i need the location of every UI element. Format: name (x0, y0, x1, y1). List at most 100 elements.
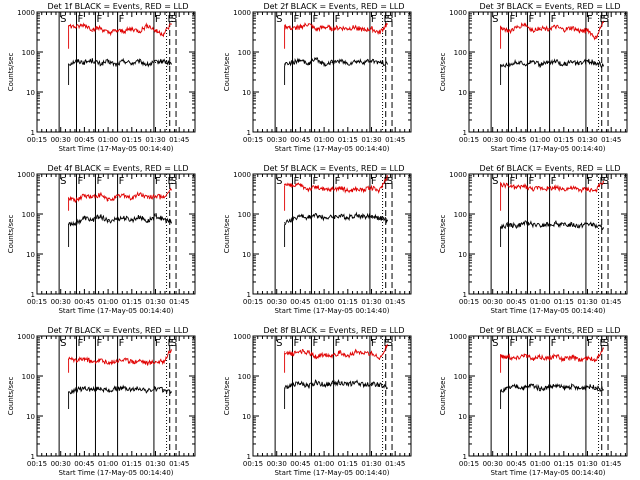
lld-data-point (370, 187, 373, 189)
event-marker-label: F (335, 176, 341, 187)
events-data-point (323, 384, 325, 386)
lld-data-point (507, 185, 510, 187)
x-tick-label: 00:15 (27, 136, 47, 144)
lld-data-point (284, 351, 286, 353)
events-data-point (170, 222, 172, 224)
lld-data-point (131, 198, 133, 200)
y-tick-label: 10 (242, 251, 251, 259)
lld-data-point (147, 197, 149, 199)
events-data-point (139, 216, 141, 218)
x-axis-label: Start Time (17-May-05 00:14:40) (58, 307, 173, 315)
lld-series-line (68, 22, 172, 49)
events-data-point (170, 63, 172, 65)
y-axis-label: Counts/sec (7, 53, 15, 92)
x-tick-label: 01:45 (385, 136, 405, 144)
event-marker-label: F (155, 176, 161, 187)
x-tick-label: 01:45 (601, 136, 621, 144)
lld-data-point (555, 186, 557, 189)
lld-data-point (386, 344, 388, 346)
event-marker-label: S (603, 176, 609, 187)
x-axis-label: Start Time (17-May-05 00:14:40) (490, 469, 605, 477)
events-series-line (500, 383, 604, 409)
lld-data-point (555, 26, 557, 28)
y-tick-label: 1000 (17, 9, 35, 17)
lld-data-point (154, 30, 157, 32)
lld-data-point (507, 356, 510, 358)
events-data-point (107, 390, 109, 392)
lld-data-point (331, 188, 333, 190)
lld-data-point (539, 356, 541, 358)
events-data-point (539, 225, 541, 227)
y-tick-label: 100 (454, 373, 467, 381)
events-data-point (539, 64, 541, 66)
events-series-line (500, 219, 604, 247)
x-tick-label: 01:45 (601, 298, 621, 306)
lld-data-point (339, 187, 341, 189)
lld-data-point (378, 32, 380, 34)
event-marker-label: F (510, 176, 516, 187)
x-tick-label: 01:30 (361, 460, 381, 468)
events-data-point (571, 385, 573, 387)
y-tick-label: 10 (26, 251, 35, 259)
lld-data-point (83, 24, 85, 26)
events-data-point (68, 63, 70, 65)
events-data-point (555, 222, 557, 225)
events-series-line (284, 378, 388, 409)
x-tick-label: 00:45 (506, 298, 526, 306)
event-marker-label: E (600, 338, 606, 349)
plot-frame (252, 173, 412, 295)
lld-data-point (323, 26, 325, 28)
lld-data-point (315, 29, 317, 31)
events-data-point (507, 387, 510, 389)
events-data-point (602, 389, 604, 391)
events-data-point (284, 387, 286, 389)
lld-data-point (115, 360, 117, 362)
x-tick-label: 01:45 (169, 460, 189, 468)
lld-data-point (586, 357, 589, 359)
events-data-point (170, 391, 172, 393)
events-series-line (68, 212, 172, 247)
lld-data-point (147, 24, 149, 26)
y-tick-label: 1 (247, 291, 251, 299)
events-data-point (115, 388, 117, 390)
lld-data-point (99, 358, 101, 361)
events-data-point (339, 215, 341, 217)
events-data-point (99, 215, 101, 217)
event-marker-label: F (312, 338, 318, 349)
lld-data-point (547, 28, 549, 30)
y-tick-label: 10 (458, 413, 467, 421)
lld-data-point (284, 25, 286, 27)
y-tick-label: 1000 (449, 171, 467, 179)
x-tick-label: 01:30 (145, 460, 165, 468)
x-tick-label: 00:30 (267, 136, 287, 144)
events-series-line (68, 384, 172, 409)
events-data-point (315, 214, 317, 216)
events-data-point (123, 60, 125, 62)
x-tick-label: 00:45 (74, 298, 94, 306)
y-tick-label: 10 (26, 413, 35, 421)
lld-data-point (291, 185, 294, 187)
events-data-point (315, 58, 317, 61)
events-data-point (370, 215, 373, 217)
x-tick-label: 01:15 (554, 298, 574, 306)
y-tick-label: 100 (454, 49, 467, 57)
x-tick-label: 00:15 (459, 460, 479, 468)
lld-data-point (579, 189, 581, 191)
event-marker-label: S (60, 338, 66, 349)
events-data-point (131, 219, 133, 221)
lld-data-point (355, 188, 357, 190)
lld-data-point (91, 361, 93, 363)
chart-title: Det 9f BLACK = Events, RED = LLD (479, 326, 620, 335)
events-data-point (154, 215, 157, 217)
events-data-point (307, 385, 309, 387)
lld-data-point (170, 189, 172, 191)
lld-data-point (68, 358, 70, 361)
events-data-point (563, 63, 565, 65)
lld-data-point (75, 360, 78, 362)
lld-data-point (547, 357, 549, 359)
events-data-point (594, 225, 597, 227)
y-tick-label: 1000 (17, 171, 35, 179)
event-marker-label: F (78, 338, 84, 349)
x-tick-label: 00:45 (290, 136, 310, 144)
events-data-point (515, 385, 518, 387)
